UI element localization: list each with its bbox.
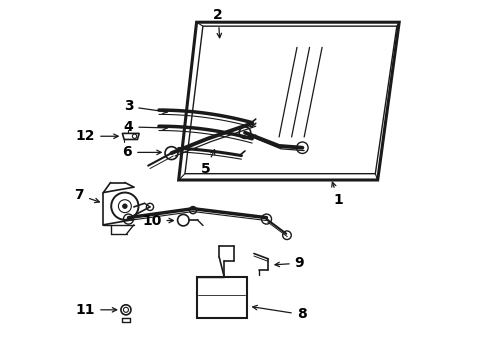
Text: 11: 11 (75, 303, 117, 317)
Text: 7: 7 (74, 188, 99, 203)
Text: 3: 3 (123, 99, 168, 113)
Circle shape (262, 214, 271, 224)
Text: 1: 1 (332, 182, 343, 207)
Text: 4: 4 (123, 120, 167, 134)
Circle shape (283, 231, 291, 239)
Circle shape (296, 142, 308, 153)
Circle shape (165, 147, 178, 159)
Text: 8: 8 (253, 305, 307, 321)
Text: 10: 10 (142, 213, 173, 228)
Text: 6: 6 (122, 145, 161, 159)
Circle shape (122, 204, 127, 208)
Text: 9: 9 (275, 256, 304, 270)
Text: 12: 12 (75, 129, 118, 143)
Circle shape (239, 127, 251, 138)
Circle shape (123, 214, 133, 224)
Text: 5: 5 (201, 150, 215, 176)
Circle shape (147, 203, 153, 211)
Text: 2: 2 (213, 8, 223, 38)
